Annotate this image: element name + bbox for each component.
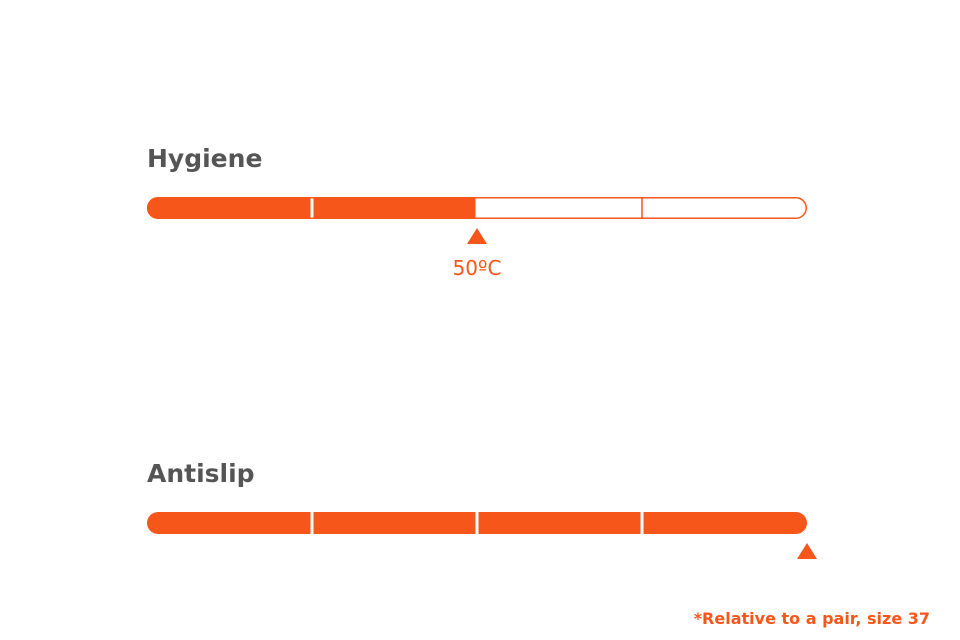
meter-segment-filled — [478, 512, 641, 534]
meter-outline — [147, 197, 807, 219]
meter-segment-filled — [147, 512, 311, 534]
meter-segment-filled — [313, 197, 476, 219]
meter-segment-filled — [643, 512, 807, 534]
meter-title: Hygiene — [147, 144, 262, 173]
meter-segment-filled — [313, 512, 476, 534]
meter-segment-filled — [147, 197, 311, 219]
marker-label: 50ºC — [453, 256, 502, 280]
level-marker — [467, 228, 487, 244]
meter-segment-empty — [643, 197, 807, 219]
meter-title: Antislip — [147, 459, 255, 488]
level-marker — [797, 543, 817, 559]
footnote: *Relative to a pair, size 37 — [694, 609, 930, 628]
meter-segment-empty — [478, 197, 641, 219]
